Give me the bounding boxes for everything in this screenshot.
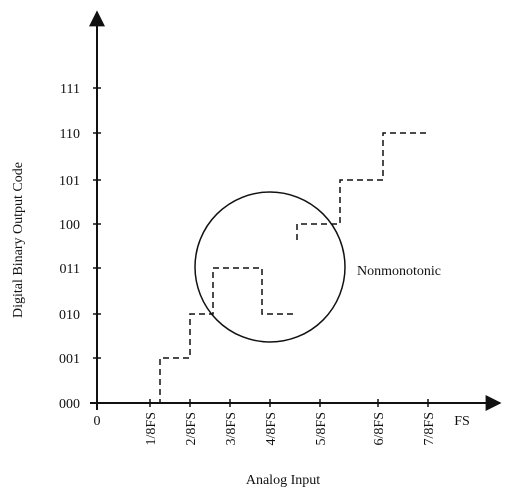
x-tick-label: 2/8FS — [184, 412, 199, 445]
y-tick-label: 010 — [59, 308, 80, 323]
x-tick-label: 1/8FS — [144, 412, 159, 445]
y-axis-title: Digital Binary Output Code — [11, 162, 26, 318]
x-origin-label: 0 — [94, 414, 101, 429]
x-tick-label: 7/8FS — [422, 412, 437, 445]
y-tick-label: 110 — [60, 127, 80, 142]
x-tick-label: 6/8FS — [372, 412, 387, 445]
y-tick-label: 011 — [60, 262, 80, 277]
x-end-label: FS — [454, 414, 470, 429]
page: Nonmonotonic Digital Binary Output Code … — [0, 0, 507, 492]
nonmonotonic-circle — [195, 192, 345, 342]
y-tick-label: 111 — [60, 82, 80, 97]
annotation: Nonmonotonic — [357, 264, 441, 279]
x-axis-title: Analog Input — [246, 473, 320, 488]
y-tick-label: 101 — [59, 174, 80, 189]
diagram: Nonmonotonic Digital Binary Output Code … — [0, 0, 507, 492]
x-tick-label: 4/8FS — [264, 412, 279, 445]
x-tick-label: 3/8FS — [224, 412, 239, 445]
y-tick-label: 000 — [59, 397, 80, 412]
y-tick-label: 001 — [59, 352, 80, 367]
y-tick-label: 100 — [59, 218, 80, 233]
x-tick-label: 5/8FS — [314, 412, 329, 445]
